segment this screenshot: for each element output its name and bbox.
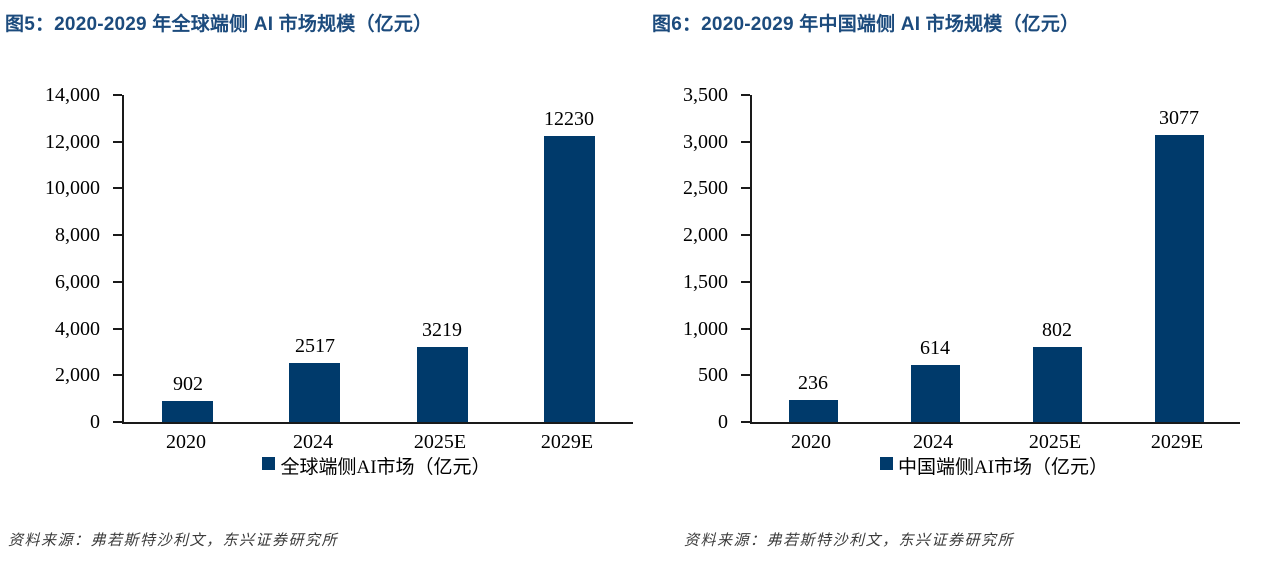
y-tick [113,140,122,143]
y-tick-label: 2,500 [683,177,728,200]
y-tick-label: 0 [90,411,100,433]
bar-chart-global: 902 2517 3219 12230 [113,94,633,424]
y-tick-label: 14,000 [45,84,100,106]
chart-title-china: 图6：2020-2029 年中国端侧 AI 市场规模（亿元） [652,14,1080,35]
x-axis-label: 2024 [293,431,333,453]
legend-label: 中国端侧AI市场（亿元） [897,457,1109,478]
y-tick-label: 0 [718,411,728,433]
x-axis-label: 2025E [413,431,467,453]
bar-value-label: 3077 [1159,107,1199,129]
legend-global: 全球端侧AI市场（亿元） [122,457,631,479]
chart-title-global: 图5：2020-2029 年全球端侧 AI 市场规模（亿元） [5,14,433,35]
bar [162,401,213,422]
bar [789,400,838,422]
y-tick [741,374,750,377]
y-tick [741,187,750,190]
y-tick [741,94,750,96]
y-tick-label: 2,000 [55,364,100,387]
y-tick-label: 12,000 [45,130,100,153]
y-tick [741,234,750,237]
x-axis-label: 2020 [791,431,831,453]
bar-chart-china: 236 614 802 3077 [741,94,1240,424]
chart-panel-china: 图6：2020-2029 年中国端侧 AI 市场规模（亿元） 0 500 1,000… [640,0,1267,563]
y-tick-label: 1,500 [683,270,728,293]
y-tick-label: 3,000 [683,130,728,153]
legend-label: 全球端侧AI市场（亿元） [280,457,491,478]
legend-marker-icon [262,457,276,470]
y-tick-label: 2,000 [683,224,728,247]
bar [1033,347,1082,422]
bar-value-label: 236 [798,372,828,394]
y-tick-label: 6,000 [55,270,100,293]
bar-value-label: 12230 [544,108,594,130]
y-axis-global: 0 2,000 4,000 6,000 8,000 10,000 12,000 14,000 [0,84,100,433]
bar-value-label: 902 [173,373,203,395]
bar [417,347,468,422]
y-tick [741,421,750,423]
bar [289,363,340,422]
source-note-china: 资料来源：弗若斯特沙利文，东兴证券研究所 [684,533,1015,549]
y-tick [113,280,122,283]
y-tick-label: 10,000 [45,177,100,200]
x-axis-label: 2029E [540,431,594,453]
source-note-global: 资料来源：弗若斯特沙利文，东兴证券研究所 [8,533,339,549]
x-axis-label: 2025E [1028,431,1082,453]
x-axis-labels-global: 2020 2024 2025E 2029E [122,430,631,456]
bar-value-label: 802 [1042,319,1072,341]
y-tick [113,94,122,96]
y-tick [741,327,750,330]
x-axis-label: 2024 [913,431,953,453]
bar-value-label: 3219 [422,319,462,341]
y-tick-label: 3,500 [683,84,728,106]
legend-china: 中国端侧AI市场（亿元） [750,457,1238,479]
chart-panel-global: 图5：2020-2029 年全球端侧 AI 市场规模（亿元） 0 2,000 4,0… [0,0,633,563]
y-tick [113,187,122,190]
bar [1155,135,1204,422]
y-tick [113,421,122,423]
y-tick-label: 8,000 [55,224,100,247]
bar [911,365,960,422]
x-axis-label: 2029E [1150,431,1204,453]
y-tick [113,374,122,377]
bar [544,136,595,422]
y-axis-china: 0 500 1,000 1,500 2,000 2,500 3,000 3,500 [640,84,728,433]
bar-value-label: 2517 [295,335,335,357]
y-tick [113,234,122,237]
bar-value-label: 614 [920,337,950,359]
y-tick [113,327,122,330]
x-axis-label: 2020 [166,431,206,453]
y-tick-label: 500 [698,364,728,387]
y-tick [741,140,750,143]
legend-marker-icon [879,457,893,470]
x-axis-labels-china: 2020 2024 2025E 2029E [750,430,1238,456]
y-tick-label: 1,000 [683,317,728,340]
y-tick-label: 4,000 [55,317,100,340]
y-tick [741,280,750,283]
